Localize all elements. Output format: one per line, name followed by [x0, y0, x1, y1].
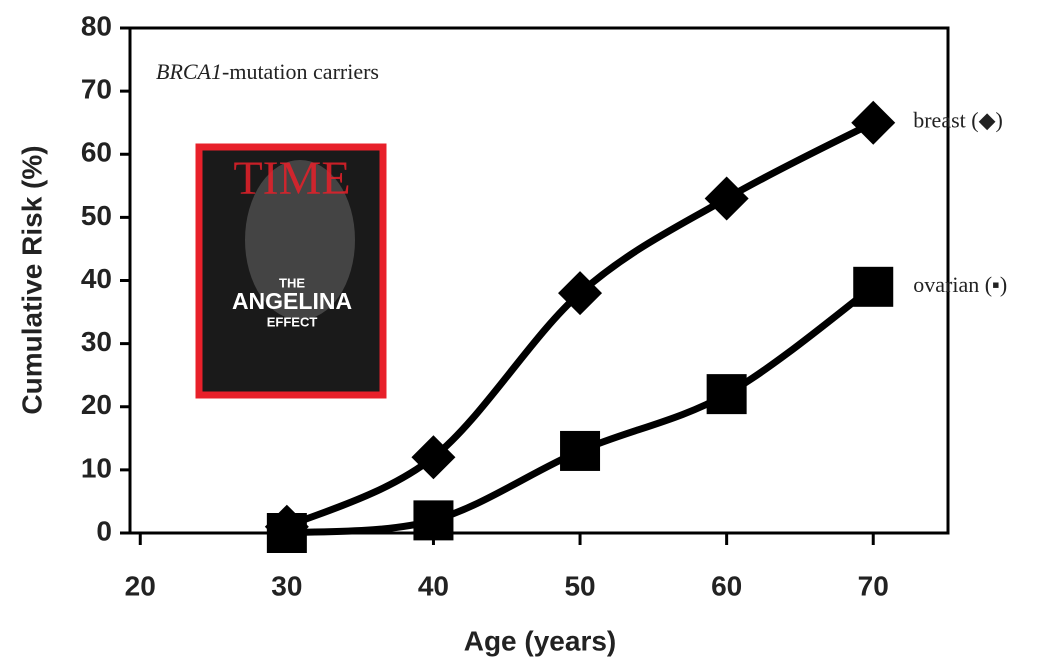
x-tick-label: 40 — [418, 570, 449, 601]
y-tick-label: 40 — [81, 263, 112, 294]
marker-square — [853, 267, 893, 307]
annotation-gene: BRCA1 — [156, 59, 222, 84]
marker-square — [267, 513, 307, 553]
y-axis-label: Cumulative Risk (%) — [16, 145, 47, 414]
x-axis-label: Age (years) — [464, 625, 617, 656]
marker-diamond — [851, 101, 895, 145]
y-tick-label: 10 — [81, 452, 112, 483]
cover-headline-bottom: EFFECT — [267, 314, 318, 329]
series-label: ovarian (▪) — [913, 272, 1007, 297]
cover-masthead: TIME — [233, 152, 350, 205]
annotation-text: -mutation carriers — [222, 59, 379, 84]
y-tick-label: 80 — [81, 10, 112, 41]
x-tick-label: 50 — [564, 570, 595, 601]
x-tick-label: 70 — [858, 570, 889, 601]
y-tick-label: 60 — [81, 137, 112, 168]
marker-square — [413, 500, 453, 540]
marker-square — [560, 431, 600, 471]
y-tick-label: 20 — [81, 389, 112, 420]
x-tick-label: 60 — [711, 570, 742, 601]
chart: BRCA1-mutation carriers Age (years) Cumu… — [0, 0, 1047, 664]
page: BRCA1-mutation carriers Age (years) Cumu… — [0, 0, 1047, 664]
y-tick-label: 70 — [81, 74, 112, 105]
y-tick-label: 0 — [96, 515, 112, 546]
x-tick-label: 20 — [125, 570, 156, 601]
series-label: breast (◆) — [913, 108, 1003, 133]
inset-cover: TIME THE ANGELINA EFFECT — [199, 147, 383, 395]
cover-headline: ANGELINA — [232, 288, 352, 314]
annotation: BRCA1-mutation carriers — [156, 59, 379, 84]
marker-square — [707, 374, 747, 414]
marker-diamond — [705, 176, 749, 220]
y-tick-label: 30 — [81, 326, 112, 357]
x-tick-label: 30 — [271, 570, 302, 601]
y-tick-label: 50 — [81, 200, 112, 231]
